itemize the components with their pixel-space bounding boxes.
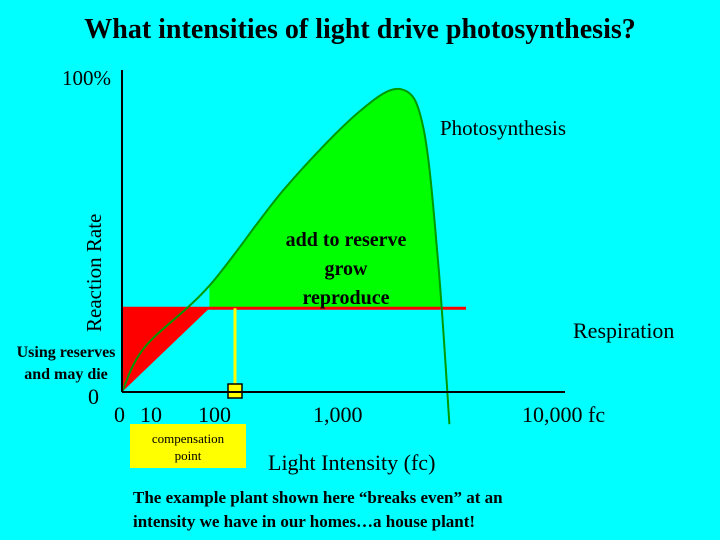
compensation-line-1: compensation xyxy=(151,431,225,446)
x-axis-label: Light Intensity (fc) xyxy=(268,450,436,475)
footnote-line-2: intensity we have in our homes…a house p… xyxy=(133,512,476,531)
deficit-line-1: Using reserves xyxy=(16,344,116,361)
y-tick-max: 100% xyxy=(62,66,111,90)
surplus-line-1: add to reserve xyxy=(285,229,407,251)
x-tick-10000: 10,000 fc xyxy=(522,402,606,427)
photosynthesis-label: Photosynthesis xyxy=(440,116,567,140)
footnote: The example plant shown here “breaks eve… xyxy=(133,486,603,534)
x-tick-10: 10 xyxy=(140,402,162,427)
compensation-point-box: compensation point xyxy=(130,424,246,468)
y-axis-label: Reaction Rate xyxy=(82,213,106,332)
deficit-annotation: Using reserves and may die xyxy=(4,342,128,386)
surplus-line-2: grow xyxy=(324,258,368,280)
x-tick-0: 0 xyxy=(114,402,125,427)
deficit-line-2: and may die xyxy=(24,366,108,383)
x-tick-100: 100 xyxy=(198,402,231,427)
chart-title: What intensities of light drive photosyn… xyxy=(84,14,636,45)
surplus-line-3: reproduce xyxy=(302,287,390,309)
respiration-label: Respiration xyxy=(573,318,675,343)
compensation-line-2: point xyxy=(174,448,202,463)
y-tick-zero: 0 xyxy=(88,384,99,409)
respiration-deficit-area xyxy=(122,308,210,392)
footnote-line-1: The example plant shown here “breaks eve… xyxy=(133,488,503,507)
surplus-annotation: add to reserve grow reproduce xyxy=(256,226,436,313)
photosynthesis-surplus-area xyxy=(209,88,442,309)
photosynthesis-curve xyxy=(121,87,451,425)
x-tick-1000: 1,000 xyxy=(313,402,363,427)
